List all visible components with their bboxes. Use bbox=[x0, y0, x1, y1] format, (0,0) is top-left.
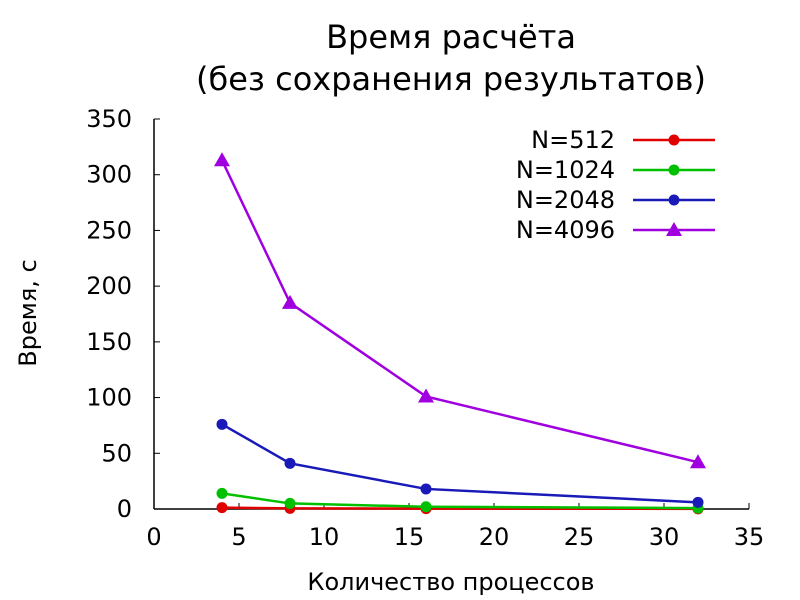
y-tick-label: 150 bbox=[86, 328, 132, 356]
data-point bbox=[692, 496, 704, 508]
data-point bbox=[284, 457, 296, 469]
chart-title-line-1: Время расчёта bbox=[326, 18, 576, 56]
chart-title-line-2: (без сохранения результатов) bbox=[196, 60, 706, 98]
legend-item: N=2048 bbox=[516, 186, 715, 214]
x-tick-label: 25 bbox=[564, 523, 595, 551]
series-layer bbox=[214, 152, 706, 515]
legend-swatch-marker bbox=[668, 134, 680, 146]
data-point bbox=[216, 418, 228, 430]
legend-item: N=4096 bbox=[516, 216, 715, 244]
legend-swatch-marker bbox=[668, 194, 680, 206]
x-tick-label: 30 bbox=[649, 523, 680, 551]
legend-label: N=2048 bbox=[516, 186, 615, 214]
data-point bbox=[216, 502, 228, 514]
y-tick-label: 0 bbox=[117, 495, 132, 523]
y-tick-label: 300 bbox=[86, 161, 132, 189]
y-tick-label: 250 bbox=[86, 216, 132, 244]
data-point bbox=[690, 454, 706, 469]
axes bbox=[153, 118, 750, 510]
legend-label: N=1024 bbox=[516, 156, 615, 184]
series-n-1024 bbox=[216, 487, 704, 514]
x-tick-label: 0 bbox=[146, 523, 161, 551]
x-axis-label: Количество процессов bbox=[307, 568, 594, 596]
y-tick-label: 100 bbox=[86, 384, 132, 412]
data-point bbox=[420, 501, 432, 513]
legend-item: N=512 bbox=[531, 126, 715, 154]
y-tick-label: 50 bbox=[101, 439, 132, 467]
legend-label: N=512 bbox=[531, 126, 615, 154]
x-tick-label: 10 bbox=[309, 523, 340, 551]
series-n-4096 bbox=[214, 152, 706, 469]
y-tick-label: 200 bbox=[86, 272, 132, 300]
x-tick-label: 5 bbox=[231, 523, 246, 551]
x-tick-label: 20 bbox=[479, 523, 510, 551]
data-point bbox=[216, 487, 228, 499]
series-n-2048 bbox=[216, 418, 704, 508]
legend-label: N=4096 bbox=[516, 216, 615, 244]
series-line bbox=[221, 506, 699, 511]
series-line bbox=[221, 492, 699, 510]
series-line bbox=[221, 423, 699, 504]
data-point bbox=[214, 152, 230, 167]
y-axis-label: Время, с bbox=[14, 259, 42, 366]
legend-item: N=1024 bbox=[516, 156, 715, 184]
data-point bbox=[282, 294, 298, 309]
y-tick-label: 350 bbox=[86, 105, 132, 133]
data-point bbox=[284, 497, 296, 509]
x-tick-label: 35 bbox=[734, 523, 765, 551]
data-point bbox=[418, 388, 434, 403]
data-point bbox=[420, 483, 432, 495]
x-tick-label: 15 bbox=[394, 523, 425, 551]
legend-swatch-marker bbox=[666, 222, 682, 236]
legend-swatch-marker bbox=[668, 164, 680, 176]
series-line bbox=[220, 159, 699, 464]
